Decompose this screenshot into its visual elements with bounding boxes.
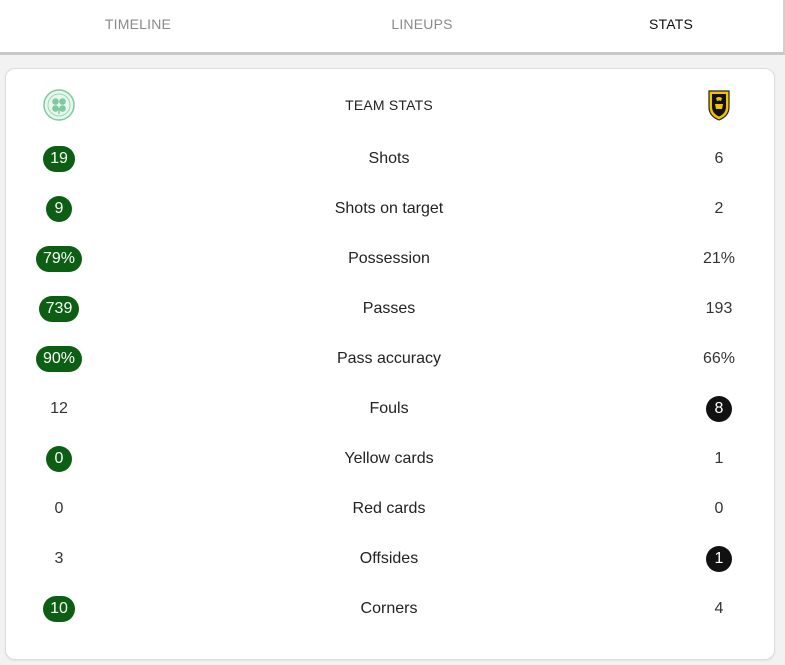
home-value-cell: 0 [24, 441, 94, 477]
away-value-cell: 1 [684, 541, 754, 577]
tab-stats[interactable]: STATS [648, 16, 694, 32]
away-stat-value: 0 [714, 500, 724, 517]
stat-row: 0 Yellow cards 1 [6, 441, 774, 477]
home-stat-value: 0 [54, 500, 64, 517]
home-stat-value: 12 [50, 400, 68, 417]
stat-label: Pass accuracy [336, 350, 442, 367]
stat-label: Possession [348, 250, 430, 267]
team-stats-card: TEAM STATS 19 Shots 6 9 Shots on target 2 79% P… [5, 68, 775, 660]
stats-title: TEAM STATS [345, 97, 433, 113]
away-stat-value: 21% [702, 250, 736, 267]
stat-label: Yellow cards [344, 450, 434, 467]
away-team-logo [684, 87, 754, 123]
stat-label: Fouls [369, 400, 409, 417]
livingston-crest-icon [708, 90, 730, 121]
home-leader-badge: 19 [43, 146, 75, 172]
home-value-cell: 19 [24, 141, 94, 177]
stat-label: Passes [362, 300, 416, 317]
stat-row: 12 Fouls 8 [6, 391, 774, 427]
home-team-logo [24, 87, 94, 123]
stat-row: 19 Shots 6 [6, 141, 774, 177]
home-value-cell: 12 [24, 391, 94, 427]
home-value-cell: 90% [24, 341, 94, 377]
stats-header-row: TEAM STATS [6, 87, 774, 123]
stat-label: Shots [368, 150, 410, 167]
away-value-cell: 8 [684, 391, 754, 427]
stat-label: Red cards [352, 500, 426, 517]
home-value-cell: 0 [24, 491, 94, 527]
away-stat-value: 4 [714, 600, 724, 617]
home-stat-value: 3 [54, 550, 64, 567]
home-value-cell: 9 [24, 191, 94, 227]
home-leader-badge: 0 [46, 446, 72, 472]
stat-row: 0 Red cards 0 [6, 491, 774, 527]
away-leader-badge: 1 [706, 546, 732, 572]
home-value-cell: 10 [24, 591, 94, 627]
stat-label: Offsides [359, 550, 419, 567]
stat-label: Corners [360, 600, 418, 617]
away-stat-value: 6 [714, 150, 724, 167]
tab-bar: TIMELINE LINEUPS STATS [0, 0, 785, 55]
away-stat-value: 193 [705, 300, 733, 317]
away-value-cell: 21% [684, 241, 754, 277]
away-stat-value: 2 [714, 200, 724, 217]
away-value-cell: 2 [684, 191, 754, 227]
away-value-cell: 4 [684, 591, 754, 627]
home-value-cell: 3 [24, 541, 94, 577]
stat-row: 3 Offsides 1 [6, 541, 774, 577]
tab-lineups[interactable]: LINEUPS [391, 16, 453, 32]
celtic-crest-icon [43, 89, 75, 121]
stat-row: 79% Possession 21% [6, 241, 774, 277]
stat-row: 90% Pass accuracy 66% [6, 341, 774, 377]
home-leader-badge: 10 [43, 596, 75, 622]
away-stat-value: 66% [702, 350, 736, 367]
home-value-cell: 739 [24, 291, 94, 327]
home-leader-badge: 739 [38, 296, 80, 322]
away-value-cell: 1 [684, 441, 754, 477]
away-value-cell: 66% [684, 341, 754, 377]
home-leader-badge: 9 [46, 196, 72, 222]
away-value-cell: 6 [684, 141, 754, 177]
home-leader-badge: 90% [35, 346, 83, 372]
stat-label: Shots on target [334, 200, 444, 217]
away-stat-value: 1 [714, 450, 724, 467]
home-value-cell: 79% [24, 241, 94, 277]
stat-row: 9 Shots on target 2 [6, 191, 774, 227]
away-leader-badge: 8 [706, 396, 732, 422]
tab-timeline[interactable]: TIMELINE [104, 16, 172, 32]
stat-row: 10 Corners 4 [6, 591, 774, 627]
away-value-cell: 193 [684, 291, 754, 327]
stat-row: 739 Passes 193 [6, 291, 774, 327]
away-value-cell: 0 [684, 491, 754, 527]
home-leader-badge: 79% [35, 246, 83, 272]
